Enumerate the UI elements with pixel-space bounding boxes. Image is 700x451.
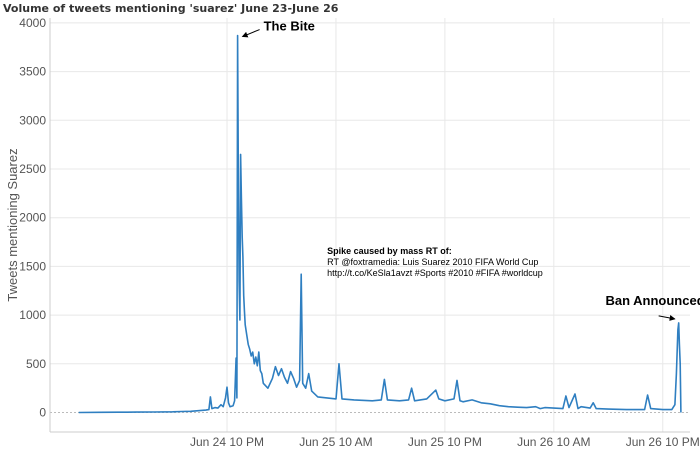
- y-tick-label: 0: [39, 406, 46, 420]
- annotation-arrow-ban: [658, 315, 676, 321]
- series-line: [78, 34, 682, 414]
- x-axis-ticks: Jun 24 10 PM Jun 25 10 AM Jun 25 10 PM Jun …: [190, 435, 700, 449]
- annotations: The Bite Spike caused by mass RT of:RT @f…: [241, 19, 700, 321]
- annotation-spike-heading: Spike caused by mass RT of:: [327, 246, 452, 256]
- x-tick-label: Jun 25 10 AM: [299, 435, 372, 449]
- y-tick-label: 3500: [19, 65, 46, 79]
- annotation-ban: Ban Announced: [605, 293, 700, 308]
- y-tick-label: 1000: [19, 308, 46, 322]
- y-tick-label: 3000: [19, 113, 46, 127]
- x-tick-label: Jun 25 10 PM: [408, 435, 482, 449]
- y-tick-label: 500: [26, 357, 46, 371]
- y-tick-label: 2000: [19, 211, 46, 225]
- y-tick-label: 2500: [19, 162, 46, 176]
- x-tick-label: Jun 26 10 AM: [517, 435, 590, 449]
- x-tick-label: Jun 26 10 PM: [626, 435, 700, 449]
- x-tick-label: Jun 24 10 PM: [190, 435, 264, 449]
- annotation-spike-line: http://t.co/KeSla1avzt #Sports #2010 #FI…: [327, 268, 543, 278]
- axes: [49, 18, 690, 433]
- y-axis-ticks: 0 500 1000 1500 2000 2500 3000 3500 4000: [19, 16, 46, 420]
- series-group: [78, 34, 682, 414]
- y-tick-label: 4000: [19, 16, 46, 30]
- annotation-bite: The Bite: [264, 19, 315, 34]
- annotation-spike-line: RT @foxtramedia: Luis Suarez 2010 FIFA W…: [327, 257, 538, 267]
- chart-title: Volume of tweets mentioning 'suarez' Jun…: [3, 2, 339, 15]
- y-axis-title: Tweets mentioning Suarez: [5, 148, 20, 301]
- y-tick-label: 1500: [19, 259, 46, 273]
- annotation-arrow-bite: [241, 29, 260, 38]
- grid-lines: [50, 18, 690, 432]
